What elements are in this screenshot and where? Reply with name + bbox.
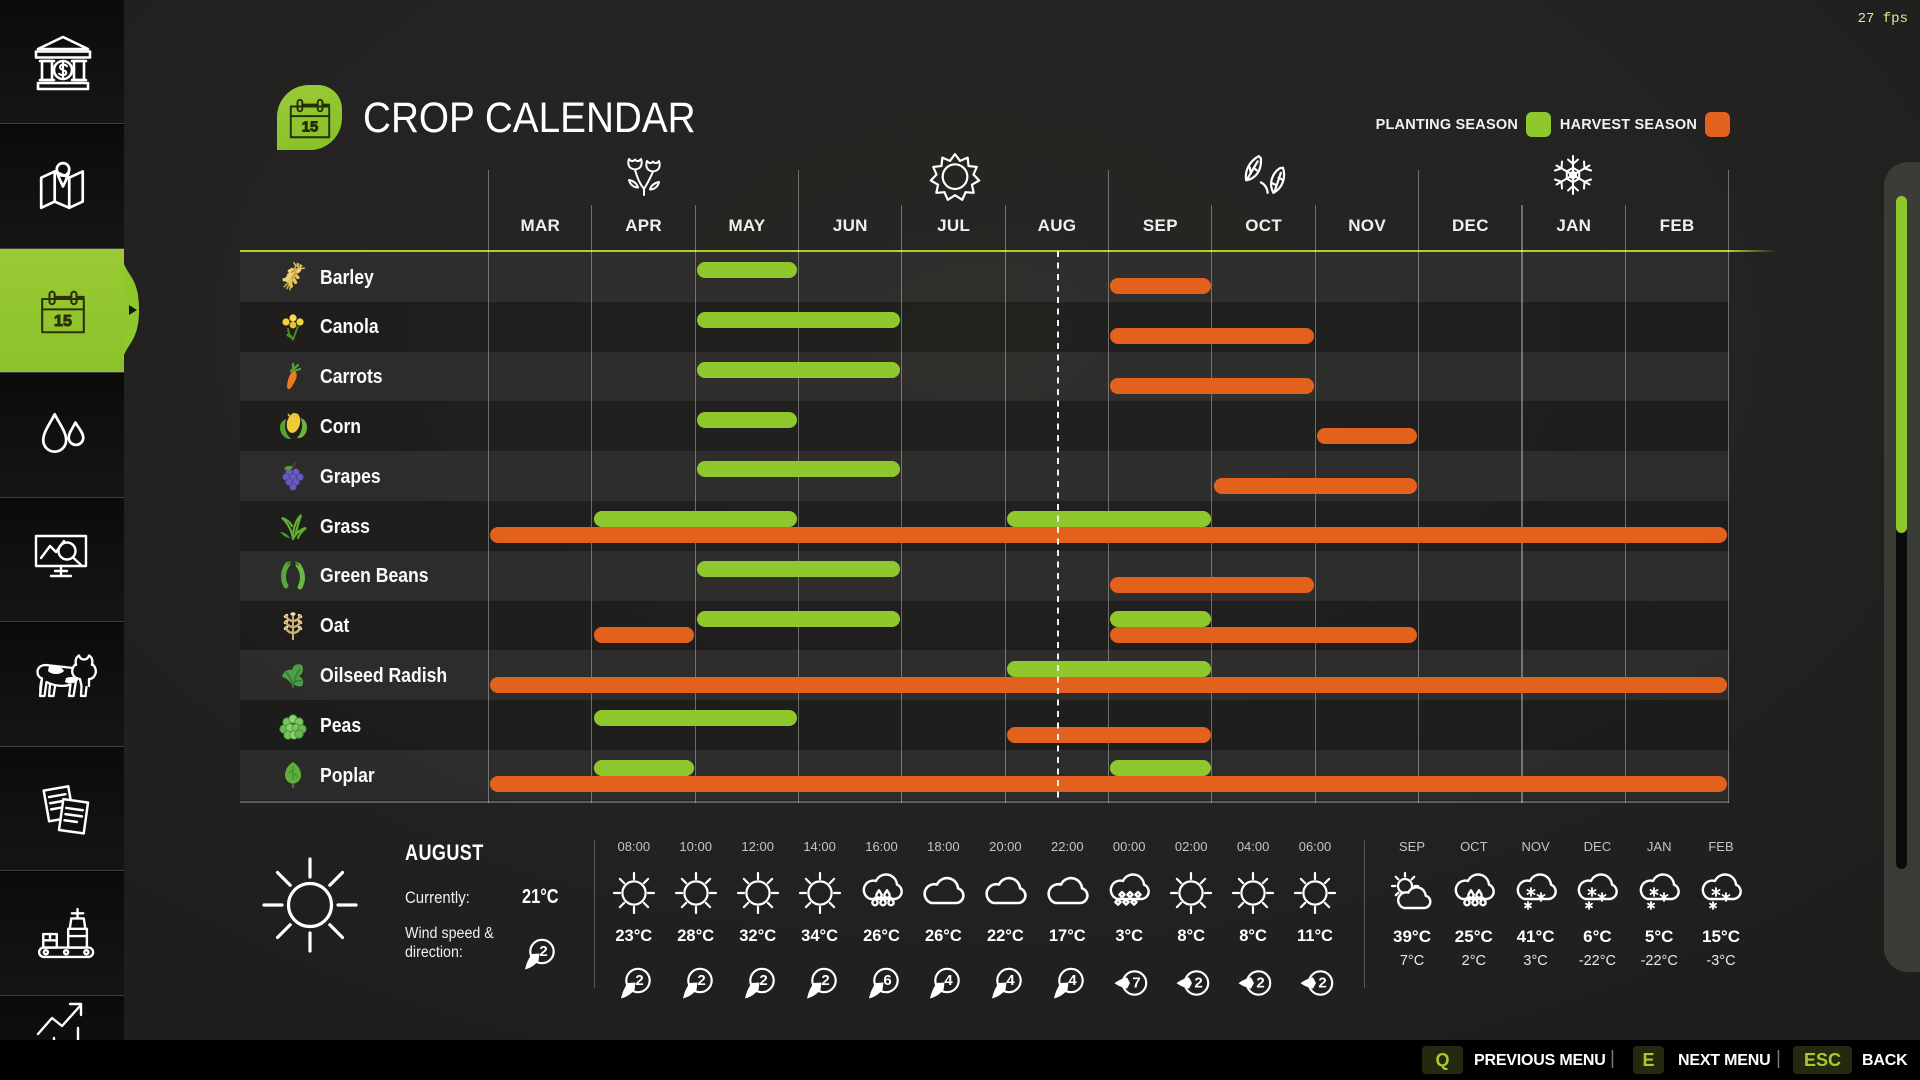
svg-text:4: 4: [1007, 972, 1016, 989]
svg-text:2: 2: [1256, 975, 1264, 992]
svg-text:2: 2: [697, 972, 705, 989]
svg-text:2: 2: [821, 972, 829, 989]
svg-text:2: 2: [635, 972, 643, 989]
svg-text:4: 4: [1069, 972, 1078, 989]
svg-text:2: 2: [539, 943, 547, 960]
svg-text:2: 2: [759, 972, 767, 989]
svg-text:7: 7: [1133, 975, 1141, 992]
svg-text:6: 6: [883, 972, 891, 989]
svg-text:4: 4: [945, 972, 954, 989]
svg-text:2: 2: [1318, 975, 1326, 992]
svg-text:2: 2: [1195, 975, 1203, 992]
